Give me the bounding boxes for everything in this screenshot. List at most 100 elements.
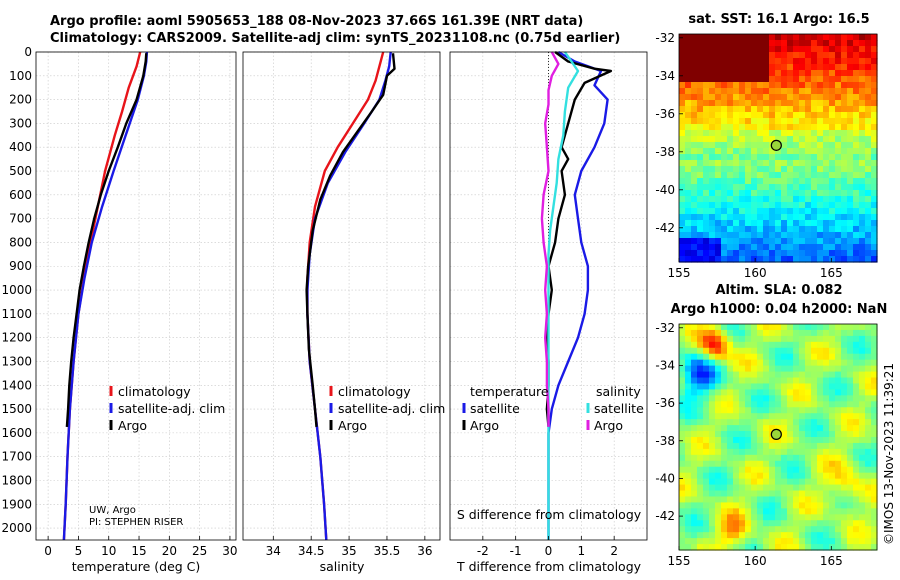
map-cell <box>775 514 782 521</box>
map-cell <box>727 226 734 233</box>
map-cell <box>781 202 788 209</box>
map-cell <box>859 395 866 402</box>
map-cell <box>847 106 854 113</box>
map-y-tick-label: -40 <box>655 471 675 485</box>
map-cell <box>835 377 842 385</box>
map-cell <box>739 484 746 492</box>
map-cell <box>799 82 806 89</box>
map-cell <box>709 94 716 101</box>
map-cell <box>853 214 860 221</box>
map-cell <box>841 160 848 167</box>
map-cell <box>817 244 824 251</box>
map-cell <box>823 478 830 486</box>
map-cell <box>703 202 710 209</box>
map-cell <box>793 40 800 47</box>
map-cell <box>709 130 716 137</box>
map-cell <box>847 220 854 227</box>
map-cell <box>799 184 806 191</box>
map-cell <box>769 460 776 468</box>
map-cell <box>775 184 782 191</box>
map-cell <box>727 532 734 539</box>
map-x-tick-label: 160 <box>744 554 767 568</box>
map-cell <box>811 148 818 155</box>
map-cell <box>745 425 752 432</box>
map-cell <box>865 532 872 539</box>
map-cell <box>757 232 764 239</box>
sdiff-label: S difference from climatology <box>457 507 642 522</box>
map-cell <box>859 431 866 438</box>
map-cell <box>763 136 770 143</box>
map-cell <box>733 371 740 379</box>
map-cell <box>865 166 872 173</box>
map-cell <box>811 454 818 462</box>
legend-label: satellite <box>470 401 520 416</box>
salinity-xlabel: salinity <box>320 559 365 574</box>
map-cell <box>709 238 716 245</box>
temperature-legend: climatology satellite-adj. clim Argo <box>109 384 225 433</box>
map-cell <box>727 154 734 161</box>
map-cell <box>871 538 878 545</box>
map-cell <box>703 172 710 179</box>
map-cell <box>835 454 842 462</box>
map-cell <box>733 472 740 480</box>
map-cell <box>745 250 752 257</box>
map-cell <box>775 478 782 486</box>
map-cell <box>727 365 734 373</box>
map-cell <box>757 431 764 438</box>
map-cell <box>835 478 842 486</box>
map-cell <box>691 160 698 167</box>
map-cell <box>715 442 722 450</box>
map-cell <box>805 454 812 462</box>
map-cell <box>691 371 698 379</box>
map-cell <box>817 232 824 239</box>
map-cell <box>841 124 848 131</box>
map-cell <box>679 94 686 101</box>
map-cell <box>817 448 824 456</box>
map-cell <box>733 160 740 167</box>
map-cell <box>745 413 752 420</box>
map-cell <box>679 250 686 257</box>
map-cell <box>727 478 734 486</box>
map-cell <box>865 347 872 355</box>
map-cell <box>799 460 806 468</box>
map-cell <box>727 490 734 498</box>
map-cell <box>685 442 692 450</box>
map-cell <box>835 425 842 432</box>
map-cell <box>871 508 878 515</box>
map-cell <box>721 502 728 509</box>
map-cell <box>703 532 710 539</box>
map-cell <box>817 208 824 215</box>
map-x-tick-label: 160 <box>744 266 767 280</box>
map-cell <box>733 460 740 468</box>
map-cell <box>691 136 698 143</box>
map-cell <box>847 365 854 373</box>
map-cell <box>853 70 860 77</box>
map-cell <box>835 34 842 41</box>
map-cell <box>811 100 818 107</box>
map-cell <box>721 431 728 438</box>
map-cell <box>811 448 818 456</box>
map-cell <box>793 232 800 239</box>
map-cell <box>781 118 788 125</box>
map-cell <box>835 82 842 89</box>
map-cell <box>751 64 758 71</box>
map-cell <box>763 460 770 468</box>
map-cell <box>853 190 860 197</box>
map-cell <box>763 329 770 337</box>
map-cell <box>703 502 710 509</box>
map-cell <box>775 460 782 468</box>
map-cell <box>817 347 824 355</box>
map-cell <box>751 124 758 131</box>
map-cell <box>709 76 716 83</box>
map-cell <box>787 124 794 131</box>
map-cell <box>829 478 836 486</box>
map-cell <box>853 413 860 420</box>
map-cell <box>847 538 854 545</box>
map-cell <box>793 154 800 161</box>
map-cell <box>871 94 878 101</box>
map-cell <box>859 544 866 551</box>
map-cell <box>679 425 686 432</box>
map-cell <box>835 166 842 173</box>
map-cell <box>703 40 710 47</box>
map-cell <box>847 136 854 143</box>
